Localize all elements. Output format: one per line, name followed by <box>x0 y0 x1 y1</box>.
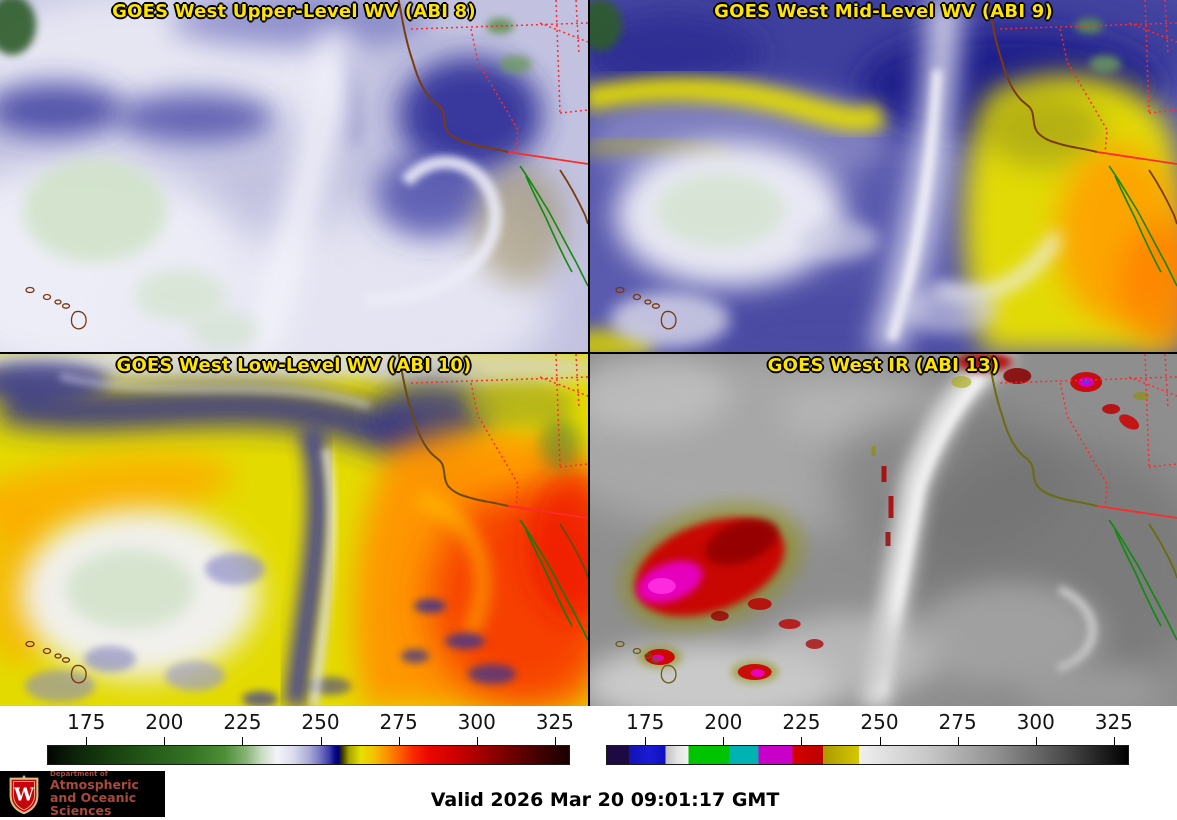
colorbar-tick <box>879 737 881 745</box>
footer: W Department of Atmospheric and Oceanic … <box>0 770 1177 820</box>
us-mexico-border <box>507 505 588 519</box>
hawaii-islands <box>615 640 677 684</box>
baja-outline <box>1108 165 1177 287</box>
wv-colorbar-gradient <box>47 745 570 765</box>
coastline <box>987 354 1177 579</box>
logo-name-line1: Atmospheric <box>50 776 139 792</box>
us-mexico-border <box>1097 505 1177 519</box>
logo-name-line2: and Oceanic Sciences <box>50 790 137 819</box>
state-borders <box>410 0 588 153</box>
colorbar-tick <box>86 737 88 745</box>
colorbar-tick <box>476 737 478 745</box>
panel-low-level-wv: GOES West Low-Level WV (ABI 10) <box>0 354 588 706</box>
baja-outline <box>519 519 588 641</box>
panel-title-abi8: GOES West Upper-Level WV (ABI 8) <box>112 1 476 22</box>
coastline <box>397 0 588 225</box>
panel-upper-level-wv: GOES West Upper-Level WV (ABI 8) <box>0 0 588 352</box>
baja-outline <box>519 165 588 287</box>
panel-title-abi13: GOES West IR (ABI 13) <box>767 355 1000 376</box>
colorbar-tick <box>242 737 244 745</box>
panel-mid-level-wv: GOES West Mid-Level WV (ABI 9) <box>590 0 1177 352</box>
colorbar-tick <box>1113 737 1115 745</box>
colorbar-tick-label: 300 <box>457 710 496 734</box>
state-borders <box>1000 354 1177 507</box>
panel-title-abi9: GOES West Mid-Level WV (ABI 9) <box>714 1 1053 22</box>
colorbar-tick-label: 200 <box>704 710 743 734</box>
state-borders <box>410 354 588 507</box>
uw-aos-logo[interactable]: W Department of Atmospheric and Oceanic … <box>0 769 165 819</box>
colorbar-tick-label: 300 <box>1016 710 1055 734</box>
colorbar-tick-label: 200 <box>145 710 184 734</box>
colorbar-tick-label: 225 <box>782 710 821 734</box>
colorbar-tick <box>801 737 803 745</box>
ir-colorbar: 175 200 225 250 275 300 325 <box>606 706 1133 770</box>
colorbar-tick-label: 325 <box>535 710 574 734</box>
satellite-image-abi10 <box>0 354 588 706</box>
uw-crest-icon: W <box>9 774 39 815</box>
crest-letter: W <box>13 785 35 806</box>
colorbar-tick <box>320 737 322 745</box>
colorbar-tick <box>398 737 400 745</box>
colorbar-tick-label: 175 <box>626 710 665 734</box>
colorbar-tick-label: 275 <box>938 710 977 734</box>
wv-colorbar: 175 200 225 250 275 300 325 <box>47 706 574 770</box>
hawaii-islands <box>615 286 677 330</box>
state-borders <box>1000 0 1177 153</box>
colorbar-strip: 175 200 225 250 275 300 325 175 200 225 250 275 300… <box>0 706 1177 770</box>
satellite-image-abi13 <box>590 354 1177 706</box>
hawaii-islands <box>25 640 87 684</box>
hawaii-islands <box>25 286 87 330</box>
colorbar-tick-label: 175 <box>67 710 106 734</box>
baja-outline <box>1108 519 1177 641</box>
us-mexico-border <box>1097 151 1177 165</box>
satellite-image-abi9 <box>590 0 1177 352</box>
colorbar-tick <box>1035 737 1037 745</box>
colorbar-tick <box>164 737 166 745</box>
coastline <box>397 354 588 579</box>
colorbar-tick <box>645 737 647 745</box>
valid-timestamp: Valid 2026 Mar 20 09:01:17 GMT <box>430 789 780 811</box>
logo-dept-line: Department of <box>50 769 108 778</box>
panel-title-abi10: GOES West Low-Level WV (ABI 10) <box>116 355 472 376</box>
coastline <box>987 0 1177 225</box>
colorbar-tick <box>554 737 556 745</box>
ir-colorbar-gradient <box>606 745 1129 765</box>
colorbar-tick <box>957 737 959 745</box>
colorbar-tick-label: 250 <box>301 710 340 734</box>
colorbar-tick-label: 325 <box>1094 710 1133 734</box>
colorbar-tick-label: 275 <box>379 710 418 734</box>
satellite-image-abi8 <box>0 0 588 352</box>
colorbar-tick <box>723 737 725 745</box>
colorbar-tick-label: 225 <box>223 710 262 734</box>
colorbar-tick-label: 250 <box>860 710 899 734</box>
us-mexico-border <box>507 151 588 165</box>
satellite-panel-grid: GOES West Upper-Level WV (ABI 8) <box>0 0 1177 706</box>
panel-ir: GOES West IR (ABI 13) <box>590 354 1177 706</box>
